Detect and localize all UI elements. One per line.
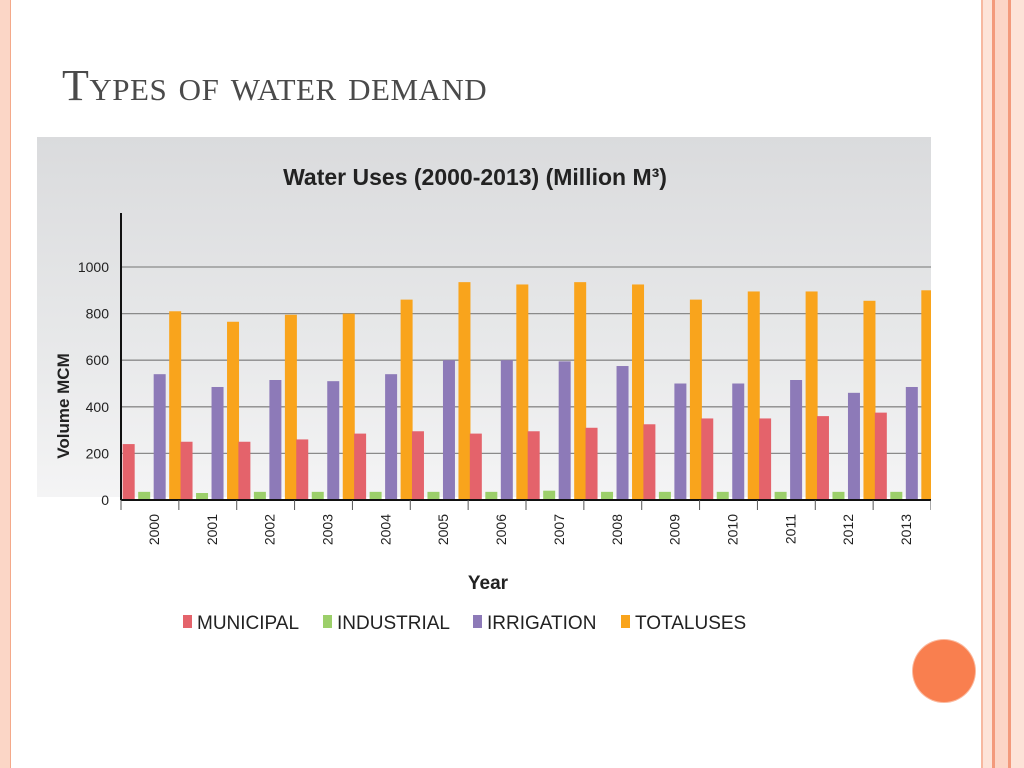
bar-municipal-2004 <box>354 433 367 500</box>
x-tick-label: 2007 <box>551 514 567 545</box>
bar-municipal-2000 <box>122 444 135 500</box>
y-axis-label: Volume MCM <box>54 353 73 458</box>
bar-municipal-2008 <box>585 427 598 500</box>
bar-totaluses-2013 <box>921 290 931 500</box>
bar-municipal-2002 <box>238 441 251 500</box>
y-tick-label: 400 <box>86 399 110 415</box>
bar-irrigation-2000 <box>153 374 166 500</box>
bar-totaluses-2000 <box>169 311 182 500</box>
y-tick-label: 0 <box>101 492 109 508</box>
bar-industrial-2013 <box>890 491 903 500</box>
slide-title: Types of water demand <box>62 61 488 110</box>
bar-totaluses-2004 <box>400 299 413 500</box>
bar-industrial-2003 <box>311 491 324 500</box>
bar-municipal-2012 <box>816 416 829 500</box>
x-tick-label: 2013 <box>898 514 914 545</box>
bar-industrial-2001 <box>196 493 209 500</box>
x-tick-label: 2008 <box>609 514 625 545</box>
legend-label-irrigation: IRRIGATION <box>487 613 596 634</box>
bar-irrigation-2006 <box>500 360 513 500</box>
legend-swatch-municipal <box>183 615 192 628</box>
bar-totaluses-2008 <box>632 284 645 500</box>
bar-municipal-2003 <box>296 439 309 500</box>
bar-industrial-2008 <box>601 491 614 500</box>
bar-industrial-2007 <box>543 490 556 500</box>
legend-swatch-irrigation <box>473 615 482 628</box>
y-tick-label: 600 <box>86 352 110 368</box>
bar-industrial-2000 <box>138 491 151 500</box>
bar-totaluses-2006 <box>516 284 529 500</box>
slide-left-border <box>0 0 11 768</box>
y-tick-label: 800 <box>86 306 110 322</box>
bar-municipal-2001 <box>180 441 193 500</box>
legend-label-municipal: MUNICIPAL <box>197 613 299 634</box>
bar-totaluses-2011 <box>805 291 818 500</box>
x-tick-label: 2005 <box>435 514 451 545</box>
legend-swatch-industrial <box>323 615 332 628</box>
chart-legend: MUNICIPAL INDUSTRIAL IRRIGATION TOTALUSES <box>183 613 746 634</box>
bar-irrigation-2002 <box>269 380 282 500</box>
bar-irrigation-2013 <box>905 386 918 500</box>
bar-industrial-2002 <box>253 491 266 500</box>
bar-totaluses-2001 <box>227 321 240 500</box>
bar-totaluses-2010 <box>747 291 760 500</box>
bar-industrial-2012 <box>832 491 845 500</box>
x-tick-label: 2000 <box>146 514 162 545</box>
bar-municipal-2009 <box>643 424 656 500</box>
bar-irrigation-2008 <box>616 366 629 500</box>
legend-label-totaluses: TOTALUSES <box>635 613 746 634</box>
bar-municipal-2011 <box>759 418 772 500</box>
x-tick-label: 2009 <box>667 514 683 545</box>
bar-totaluses-2009 <box>689 299 702 500</box>
x-tick-label: 2010 <box>725 514 741 545</box>
bar-municipal-2010 <box>701 418 714 500</box>
bar-irrigation-2007 <box>558 361 571 500</box>
y-tick-label: 200 <box>86 445 110 461</box>
bar-irrigation-2010 <box>732 383 745 500</box>
bar-irrigation-2003 <box>327 381 340 500</box>
bar-irrigation-2005 <box>442 360 455 500</box>
x-tick-label: 2001 <box>204 514 220 545</box>
x-tick-label: 2011 <box>782 514 798 544</box>
chart-title: Water Uses (2000-2013) (Million M³) <box>283 164 667 190</box>
x-tick-label: 2006 <box>493 514 509 545</box>
x-axis: 2000 2001 2002 2003 2004 2005 2006 2007 2008 2009… <box>120 499 931 545</box>
bar-irrigation-2012 <box>847 392 860 500</box>
x-axis-label: Year <box>468 573 509 594</box>
bar-irrigation-2009 <box>674 383 687 500</box>
chart-background <box>37 137 931 497</box>
legend-swatch-totaluses <box>621 615 630 628</box>
y-axis: 0 200 400 600 800 1000 <box>78 213 122 508</box>
x-tick-label: 2003 <box>320 514 336 545</box>
y-tick-label: 1000 <box>78 259 109 275</box>
chart-bars <box>122 282 931 500</box>
x-tick-label: 2004 <box>377 514 393 545</box>
bar-totaluses-2003 <box>342 313 355 500</box>
bar-totaluses-2012 <box>863 300 876 500</box>
bar-totaluses-2005 <box>458 282 471 500</box>
bar-irrigation-2001 <box>211 386 224 500</box>
bar-industrial-2010 <box>716 491 729 500</box>
bar-irrigation-2011 <box>790 380 803 500</box>
bar-totaluses-2002 <box>284 314 297 500</box>
chart-panel: Water Uses (2000-2013) (Million M³) 0 200… <box>37 137 931 643</box>
bar-municipal-2005 <box>411 431 424 500</box>
bar-industrial-2006 <box>485 491 498 500</box>
bar-municipal-2007 <box>527 431 540 500</box>
x-tick-label: 2002 <box>262 514 278 545</box>
decorative-orange-circle <box>913 640 975 702</box>
water-uses-chart: Water Uses (2000-2013) (Million M³) 0 200… <box>54 164 931 634</box>
bar-irrigation-2004 <box>385 374 398 500</box>
bar-industrial-2009 <box>658 491 671 500</box>
bar-municipal-2006 <box>469 433 482 500</box>
slide-right-border <box>978 0 1024 768</box>
bar-totaluses-2007 <box>574 282 587 500</box>
legend-label-industrial: INDUSTRIAL <box>337 613 450 634</box>
x-tick-label: 2012 <box>840 514 856 545</box>
bar-municipal-2013 <box>874 412 887 500</box>
bar-industrial-2004 <box>369 491 382 500</box>
bar-industrial-2005 <box>427 491 440 500</box>
bar-industrial-2011 <box>774 491 787 500</box>
